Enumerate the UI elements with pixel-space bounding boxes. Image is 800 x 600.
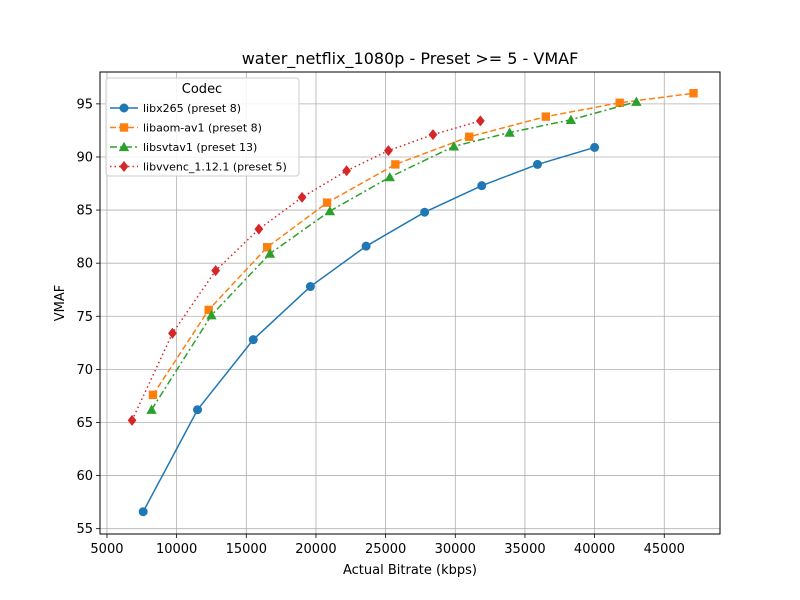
data-point xyxy=(322,198,332,207)
data-point xyxy=(565,114,577,124)
legend-entry-label: libvvenc_1.12.1 (preset 5) xyxy=(143,161,287,174)
legend-entry-label: libsvtav1 (preset 13) xyxy=(143,141,257,154)
y-axis-label: VMAF xyxy=(53,285,68,321)
data-point xyxy=(465,132,474,141)
data-point xyxy=(127,414,137,426)
data-point xyxy=(420,207,430,217)
series-2 xyxy=(148,89,698,400)
legend: Codec libx265 (preset 8) libaom-av1 (pres… xyxy=(105,77,300,177)
y-tick-label: 65 xyxy=(76,416,93,431)
x-tick-label: 15000 xyxy=(226,542,267,557)
legend-marker xyxy=(119,103,129,113)
data-point xyxy=(631,96,642,106)
y-tick-label: 80 xyxy=(76,257,93,272)
data-point xyxy=(361,241,371,251)
y-tick-label: 95 xyxy=(76,97,93,112)
x-tick-label: 20000 xyxy=(295,542,336,557)
data-point xyxy=(615,98,624,107)
data-point xyxy=(148,390,158,400)
data-point xyxy=(477,181,487,191)
series-3 xyxy=(146,96,642,414)
y-tick-label: 60 xyxy=(76,469,93,484)
legend-title: Codec xyxy=(182,82,222,97)
data-point xyxy=(264,248,276,258)
data-point xyxy=(248,335,258,345)
data-point xyxy=(297,191,307,203)
ticks: 5000 10000 15000 20000 25000 30000 35000 40000 4… xyxy=(76,97,684,557)
data-point xyxy=(689,89,698,98)
legend-box xyxy=(105,77,300,177)
y-tick-label: 70 xyxy=(76,363,93,378)
data-point xyxy=(590,142,600,152)
data-point xyxy=(168,327,177,339)
data-point xyxy=(448,141,460,151)
data-point xyxy=(532,159,542,169)
series-4 xyxy=(127,115,485,426)
chart-title: water_netflix_1080p - Preset >= 5 - VMAF xyxy=(242,49,579,69)
data-point xyxy=(391,160,400,169)
data-point xyxy=(428,129,438,141)
y-tick-label: 85 xyxy=(76,204,93,219)
series-layer xyxy=(127,89,698,517)
data-point xyxy=(204,305,213,315)
plot-frame xyxy=(99,71,721,535)
data-point xyxy=(254,223,264,235)
series-1 xyxy=(138,142,600,517)
y-tick-label: 90 xyxy=(76,150,93,165)
series-line xyxy=(152,92,694,396)
legend-entry-label: libx265 (preset 8) xyxy=(143,102,241,115)
series-line xyxy=(131,120,481,421)
data-point xyxy=(384,171,395,182)
y-tick-label: 75 xyxy=(76,310,93,325)
data-point xyxy=(384,145,393,157)
x-tick-label: 10000 xyxy=(156,542,197,557)
x-tick-label: 30000 xyxy=(435,542,476,557)
legend-marker xyxy=(118,141,130,152)
x-tick-label: 5000 xyxy=(90,542,123,557)
data-point xyxy=(342,165,352,177)
x-tick-label: 45000 xyxy=(644,542,685,557)
data-point xyxy=(504,127,515,137)
y-tick-label: 55 xyxy=(76,522,93,537)
data-point xyxy=(475,115,485,127)
series-line xyxy=(150,101,637,411)
data-point xyxy=(211,265,221,277)
legend-marker xyxy=(119,161,129,172)
data-point xyxy=(262,243,272,252)
x-tick-label: 25000 xyxy=(365,542,406,557)
legend-marker xyxy=(119,123,129,132)
x-tick-label: 40000 xyxy=(574,542,615,557)
data-point xyxy=(138,507,148,517)
data-point xyxy=(305,282,315,292)
data-point xyxy=(206,310,217,320)
data-point xyxy=(193,405,203,415)
data-point xyxy=(324,205,336,216)
x-axis-label: Actual Bitrate (kbps) xyxy=(343,563,477,578)
data-point xyxy=(541,112,551,121)
x-tick-label: 35000 xyxy=(504,542,545,557)
legend-entry-label: libaom-av1 (preset 8) xyxy=(143,122,262,135)
data-point xyxy=(146,404,157,414)
